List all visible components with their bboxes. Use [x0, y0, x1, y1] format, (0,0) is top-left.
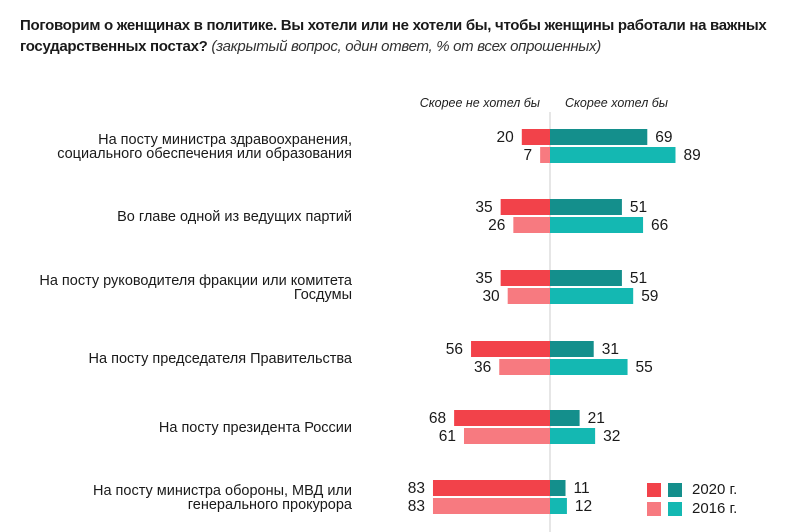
- value-label-positive-2016: 59: [641, 288, 658, 305]
- value-label-positive-2016: 32: [603, 428, 620, 445]
- bar-negative-2016: [540, 147, 550, 163]
- value-label-positive-2020: 21: [588, 410, 605, 427]
- bar-negative-2016: [507, 288, 550, 304]
- value-label-positive-2020: 31: [602, 341, 619, 358]
- category-label: Во главе одной из ведущих партий: [117, 209, 352, 225]
- chart-note: (закрытый вопрос, один ответ, % от всех …: [211, 38, 601, 55]
- category-label-line: На посту министра здравоохранения,: [98, 132, 352, 148]
- header-negative: Скорее не хотел бы: [420, 96, 540, 110]
- bar-negative-2016: [463, 428, 550, 444]
- legend-swatch-negative-2020: [647, 483, 661, 497]
- value-label-negative-2016: 7: [524, 147, 533, 164]
- value-label-positive-2020: 11: [574, 480, 590, 497]
- bar-negative-2020: [500, 199, 550, 215]
- legend-swatch-positive-2016: [668, 502, 682, 516]
- value-label-negative-2016: 36: [474, 359, 491, 376]
- bar-positive-2016: [550, 288, 634, 304]
- category-label: На посту председателя Правительства: [89, 351, 353, 367]
- bar-negative-2020: [432, 480, 550, 496]
- category-label: На посту министра здравоохранения, социал…: [57, 132, 352, 162]
- bar-negative-2020: [500, 270, 550, 286]
- bar-positive-2016: [550, 428, 596, 444]
- value-label-negative-2016: 83: [408, 498, 425, 515]
- category-label-line: Госдумы: [294, 287, 352, 303]
- legend-swatch-positive-2020: [668, 483, 682, 497]
- bar-positive-2020: [550, 270, 622, 286]
- bar-positive-2020: [550, 410, 580, 426]
- value-label-positive-2016: 89: [683, 147, 700, 164]
- value-label-negative-2020: 35: [475, 199, 492, 216]
- value-label-negative-2016: 30: [482, 288, 500, 305]
- value-label-negative-2020: 35: [475, 270, 492, 287]
- category-label-line: генерального прокурора: [188, 497, 353, 513]
- category-label-line: На посту руководителя фракции или комите…: [39, 273, 353, 289]
- bar-negative-2016: [432, 498, 550, 514]
- header-positive: Скорее хотел бы: [565, 96, 668, 110]
- bar-positive-2020: [550, 480, 566, 496]
- bar-positive-2016: [550, 217, 644, 233]
- value-label-negative-2020: 20: [497, 129, 515, 146]
- category-label: На посту министра обороны, МВД или генера…: [93, 483, 353, 513]
- bar-positive-2016: [550, 147, 676, 163]
- category-label: На посту руководителя фракции или комите…: [39, 273, 353, 303]
- value-label-positive-2016: 12: [575, 498, 592, 515]
- bars-group: На посту министра здравоохранения, социал…: [39, 129, 701, 515]
- bar-negative-2020: [454, 410, 550, 426]
- value-label-positive-2020: 69: [655, 129, 672, 146]
- category-label-line: социального обеспечения или образования: [57, 146, 352, 162]
- value-label-negative-2016: 61: [439, 428, 456, 445]
- bar-positive-2020: [550, 129, 648, 145]
- value-label-positive-2020: 51: [630, 199, 647, 216]
- value-label-positive-2020: 51: [630, 270, 647, 287]
- legend-label: 2016 г.: [692, 500, 737, 517]
- value-label-positive-2016: 66: [651, 217, 668, 234]
- value-label-negative-2016: 26: [488, 217, 505, 234]
- legend-swatch-negative-2016: [647, 502, 661, 516]
- value-label-negative-2020: 56: [446, 341, 463, 358]
- bar-positive-2020: [550, 199, 622, 215]
- bar-negative-2020: [471, 341, 550, 357]
- legend-label: 2020 г.: [692, 481, 737, 498]
- category-label: На посту президента России: [159, 420, 352, 436]
- value-label-positive-2016: 55: [636, 359, 653, 376]
- value-label-negative-2020: 83: [408, 480, 425, 497]
- bar-positive-2020: [550, 341, 594, 357]
- bar-negative-2020: [521, 129, 550, 145]
- chart-title: Поговорим о женщинах в политике. Вы хоте…: [20, 15, 780, 57]
- bar-positive-2016: [550, 359, 628, 375]
- bar-negative-2016: [499, 359, 550, 375]
- chart-question: Поговорим о женщинах в политике. Вы хоте…: [20, 17, 767, 55]
- category-label-line: На посту министра обороны, МВД или: [93, 483, 352, 499]
- value-label-negative-2020: 68: [429, 410, 446, 427]
- bar-positive-2016: [550, 498, 567, 514]
- bar-negative-2016: [513, 217, 550, 233]
- legend: 2020 г. 2016 г.: [647, 481, 737, 517]
